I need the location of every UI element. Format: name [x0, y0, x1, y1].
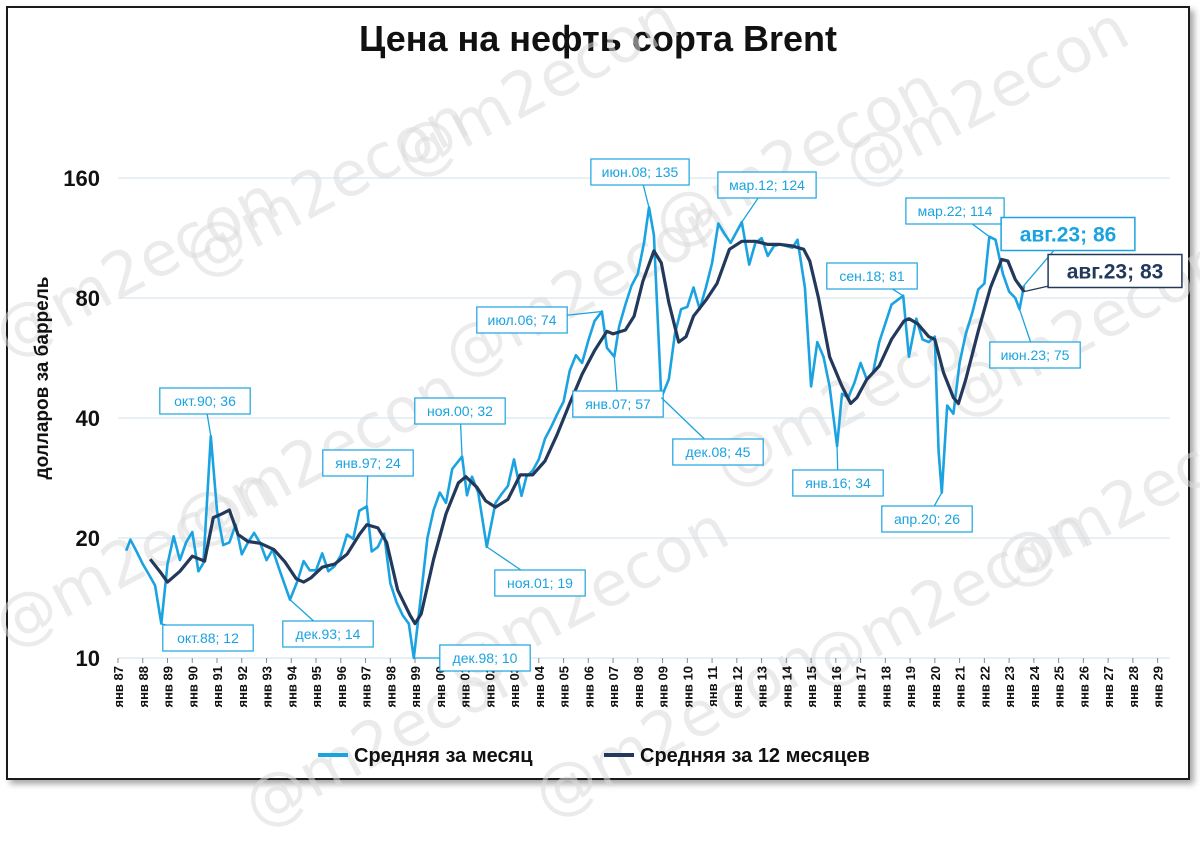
- x-tick-label: янв 99: [408, 666, 423, 708]
- annotation-box: [322, 449, 414, 477]
- x-tick-label: янв 18: [878, 666, 893, 708]
- annotation-box: [881, 505, 973, 533]
- x-tick-label: янв 19: [903, 666, 918, 708]
- annotation-box: [989, 341, 1081, 369]
- annotation-label: ноя.00; 32: [427, 403, 493, 419]
- series-line-12m: [148, 239, 1026, 626]
- x-tick-label: янв 05: [557, 666, 572, 708]
- x-tick-label: янв 15: [804, 666, 819, 708]
- annotation-label: сен.18; 81: [839, 268, 905, 284]
- x-tick-label: янв 96: [334, 666, 349, 708]
- annotation-label: авг.23; 83: [1067, 261, 1164, 284]
- annotation-label: окт.90; 36: [174, 393, 236, 409]
- x-tick-label: янв 25: [1052, 666, 1067, 708]
- y-tick-label: 40: [76, 406, 100, 431]
- x-tick-label: янв 89: [161, 666, 176, 708]
- annotation-label: ноя.01; 19: [507, 575, 573, 591]
- x-tick-label: янв 09: [656, 666, 671, 708]
- x-tick-label: янв 01: [458, 666, 473, 708]
- y-tick-label: 20: [76, 526, 100, 551]
- grid-lines: [118, 177, 1170, 659]
- x-tick-label: янв 03: [507, 666, 522, 708]
- series-line-monthly: [124, 206, 1026, 660]
- x-tick-label: янв 10: [680, 666, 695, 708]
- x-tick-label: янв 87: [111, 666, 126, 708]
- annotation-box: [282, 620, 374, 648]
- x-tick-label: янв 97: [359, 666, 374, 708]
- legend-label: Средняя за месяц: [354, 745, 533, 767]
- x-tick-label: янв 27: [1101, 666, 1116, 708]
- annotation-box: [494, 569, 586, 597]
- x-tick-label: янв 07: [606, 666, 621, 708]
- annotation-label: мар.12; 124: [729, 177, 805, 193]
- x-tick-label: янв 08: [631, 666, 646, 708]
- x-tick-label: янв 94: [284, 665, 299, 707]
- x-tick-label: янв 14: [779, 665, 794, 707]
- x-tick-label: янв 11: [705, 666, 720, 707]
- legend-label: Средняя за 12 месяцев: [640, 745, 870, 767]
- x-tick-label: янв 21: [953, 666, 968, 708]
- x-tick-label: янв 00: [433, 666, 448, 708]
- annotation-label: июн.08; 135: [602, 164, 679, 180]
- x-tick-label: янв 23: [1002, 666, 1017, 708]
- x-tick-label: янв 17: [854, 666, 869, 708]
- annotation-box: [905, 197, 1005, 225]
- x-tick-label: янв 88: [136, 666, 151, 708]
- annotation-label: мар.22; 114: [918, 203, 993, 219]
- annotations: окт.88; 12 окт.90; 36 дек.93; 14 янв.97; 24…: [159, 158, 1183, 672]
- x-tick-label: янв 02: [482, 666, 497, 708]
- annotation-label: янв.16; 34: [805, 475, 871, 491]
- series-lines: [124, 206, 1026, 660]
- x-tick-label: янв 91: [210, 666, 225, 708]
- annotation-label: апр.20; 26: [894, 511, 960, 527]
- annotation-label: авг.23; 86: [1020, 224, 1117, 247]
- x-tick-label: янв 06: [581, 666, 596, 708]
- y-tick-label: 160: [63, 166, 100, 191]
- annotation-box: [414, 397, 506, 425]
- x-tick-label: янв 95: [309, 666, 324, 708]
- annotation-label: дек.98; 10: [453, 650, 518, 666]
- x-tick-label: янв 13: [755, 666, 770, 708]
- x-tick-label: янв 16: [829, 666, 844, 708]
- x-tick-label: янв 22: [977, 666, 992, 708]
- x-tick-label: янв 04: [532, 665, 547, 707]
- x-tick-label: янв 90: [185, 666, 200, 708]
- y-axis-ticks: 160 80 40 20 10: [63, 166, 100, 671]
- annotation-box: [826, 262, 918, 290]
- y-axis-label: долларов за баррель: [32, 277, 53, 480]
- x-tick-label: янв 92: [235, 666, 250, 708]
- annotation-label: дек.93; 14: [296, 626, 361, 642]
- annotation-box: [792, 469, 884, 497]
- legend: Средняя за месяц Средняя за 12 месяцев: [318, 745, 870, 767]
- x-tick-label: янв 28: [1126, 666, 1141, 708]
- x-tick-label: янв 26: [1076, 666, 1091, 708]
- annotation-box: [439, 644, 531, 672]
- annotation-label: окт.88; 12: [177, 630, 239, 646]
- x-tick-label: янв 20: [928, 666, 943, 708]
- x-tick-label: янв 24: [1027, 665, 1042, 707]
- annotation-box: [717, 171, 817, 199]
- annotation-box: [1047, 253, 1183, 289]
- y-tick-label: 10: [76, 646, 100, 671]
- annotation-label: июл.06; 74: [488, 312, 557, 328]
- annotation-label: дек.08; 45: [686, 444, 751, 460]
- annotation-box: [162, 624, 254, 652]
- annotation-label: июн.23; 75: [1001, 347, 1070, 363]
- x-tick-label: янв 98: [383, 666, 398, 708]
- annotation-box: [672, 438, 764, 466]
- x-tick-label: янв 12: [730, 666, 745, 708]
- annotation-box: [476, 306, 568, 334]
- annotation-box: [572, 390, 664, 418]
- annotation-box: [159, 387, 251, 415]
- x-tick-label: янв 29: [1151, 666, 1166, 708]
- annotation-label: янв.97; 24: [335, 455, 401, 471]
- y-tick-label: 80: [76, 286, 100, 311]
- annotation-label: янв.07; 57: [585, 396, 651, 412]
- x-tick-label: янв 93: [260, 666, 275, 708]
- annotation-box: [1000, 216, 1136, 252]
- chart-title: Цена на нефть сорта Brent: [358, 18, 838, 59]
- annotation-box: [590, 158, 690, 186]
- x-axis-ticks: янв 87 янв 88 янв 89 янв 90 янв 91 янв 92 янв …: [111, 658, 1166, 708]
